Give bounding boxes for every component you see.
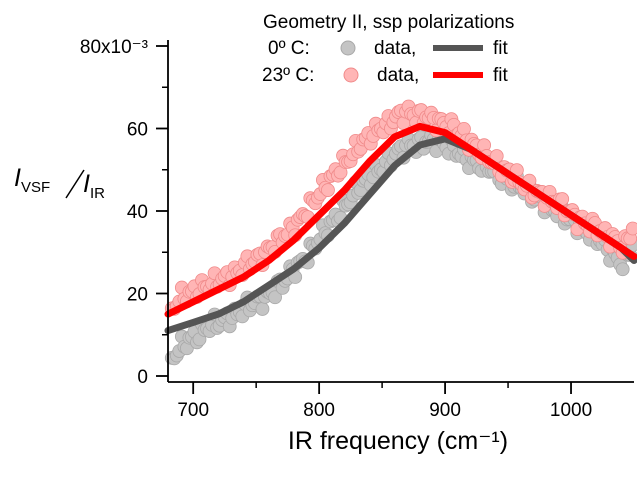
legend-row-0c: 0º C: data, fit [268,38,509,59]
data-point [255,302,270,316]
legend-row-23c: 23º C: data, fit [262,65,509,86]
legend-fit-label-0c: fit [493,38,509,59]
data-point [268,290,282,305]
y-axis-title: IVSF IIR [14,164,105,202]
y-tick-label-80: 80x10⁻³ [80,37,148,58]
y-tick-label-40: 40 [127,202,148,223]
y-tick-label-0: 0 [137,367,148,388]
ticks: 0 20 40 60 80x10⁻³ 700 800 900 1000 [80,37,592,421]
legend-label-0c: 0º C: [268,38,310,59]
legend-data-label-0c: data, [374,38,416,59]
svg-text:IVSF: IVSF [14,164,50,196]
legend-title: Geometry II, ssp polarizations [263,12,514,33]
data-point [615,262,630,277]
legend: Geometry II, ssp polarizations 0º C: dat… [262,12,514,86]
legend-marker-23c [343,67,359,83]
y-tick-label-60: 60 [127,120,148,141]
legend-marker-0c [340,40,356,56]
x-tick-label-1000: 1000 [550,400,592,421]
fit-line-0-c-fit [164,135,637,335]
x-tick-label-900: 900 [429,400,461,421]
data-layer [164,99,637,366]
x-tick-label-800: 800 [303,400,335,421]
svg-text:IIR: IIR [83,170,105,202]
data-point [625,221,637,236]
legend-fit-label-23c: fit [493,65,509,86]
x-axis-title: IR frequency (cm⁻¹) [288,427,508,455]
fit-line-23-c-fit [164,122,637,318]
legend-label-23c: 23º C: [262,65,314,86]
data-point [321,183,335,197]
y-tick-label-20: 20 [127,285,148,306]
legend-data-label-23c: data, [377,65,419,86]
x-tick-label-700: 700 [177,400,209,421]
